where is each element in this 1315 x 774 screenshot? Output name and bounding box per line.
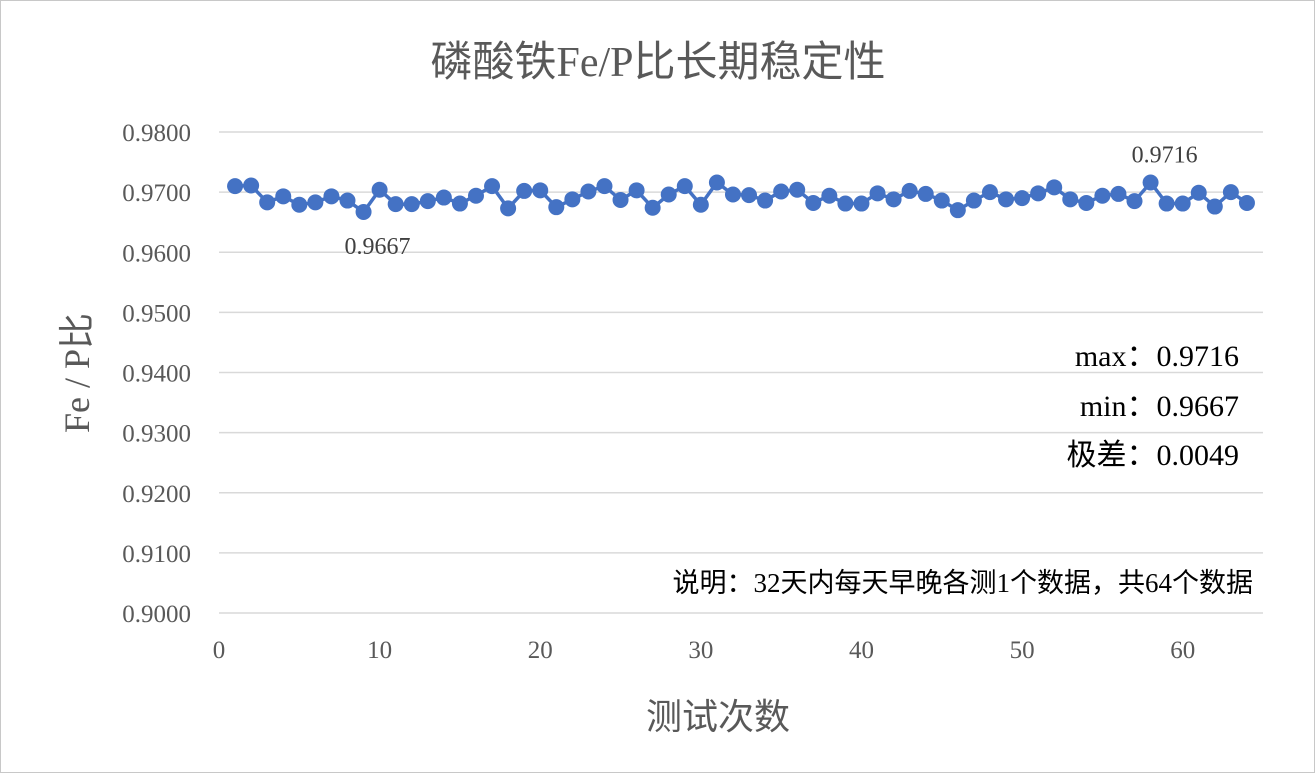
data-point <box>1046 179 1063 196</box>
data-point <box>500 200 517 217</box>
y-tick-labels: 0.9000 0.9100 0.9200 0.9300 0.9400 0.9500 0.96… <box>122 120 191 628</box>
data-point <box>1174 195 1191 212</box>
data-point <box>998 191 1015 208</box>
data-point <box>692 196 709 213</box>
annotation-range: 极差：0.0049 <box>1067 439 1240 472</box>
data-point <box>484 178 501 195</box>
x-axis-title: 测试次数 <box>646 697 790 737</box>
data-labels: 0.9667 0.9716 <box>345 143 1198 260</box>
data-point <box>1110 185 1127 202</box>
data-point <box>869 185 886 202</box>
data-point <box>371 181 388 198</box>
data-point <box>1158 195 1175 212</box>
data-point <box>451 195 468 212</box>
data-point <box>612 191 629 208</box>
data-point <box>837 195 854 212</box>
data-point <box>1126 193 1143 210</box>
data-point <box>757 192 774 209</box>
data-label: 0.9716 <box>1132 143 1198 169</box>
data-point <box>676 178 693 195</box>
data-point <box>1030 185 1047 202</box>
x-tick-label: 0 <box>213 637 226 664</box>
y-tick-label: 0.9100 <box>122 541 191 568</box>
data-point <box>949 202 966 219</box>
y-tick-label: 0.9000 <box>122 601 191 628</box>
data-point <box>532 182 549 199</box>
data-point <box>307 194 324 211</box>
data-point <box>773 183 790 200</box>
data-point <box>1222 184 1239 201</box>
data-label: 0.9667 <box>345 234 411 260</box>
series-line <box>235 179 1248 215</box>
data-point <box>596 178 613 195</box>
data-point <box>419 193 436 210</box>
annotation-note: 说明：32天内每天早晚各测1个数据，共64个数据 <box>673 568 1254 598</box>
data-point <box>644 199 661 216</box>
data-point <box>1062 191 1079 208</box>
data-point <box>339 192 356 209</box>
y-tick-label: 0.9700 <box>122 180 191 207</box>
data-point <box>1014 190 1031 207</box>
y-tick-label: 0.9400 <box>122 361 191 388</box>
data-point <box>355 203 372 220</box>
data-point <box>580 183 597 200</box>
data-point <box>901 182 918 199</box>
x-tick-labels: 0 10 20 30 40 50 60 <box>213 637 1195 664</box>
y-tick-label: 0.9800 <box>122 120 191 147</box>
data-point <box>853 195 870 212</box>
data-point <box>1142 174 1159 191</box>
chart-title: 磷酸铁Fe/P比长期稳定性 <box>430 39 885 86</box>
data-point <box>628 182 645 199</box>
annotation-min: min：0.9667 <box>1080 390 1239 423</box>
x-tick-label: 30 <box>688 637 713 664</box>
data-point <box>323 188 340 205</box>
data-point <box>435 189 452 206</box>
data-point <box>724 186 741 203</box>
data-point <box>516 182 533 199</box>
data-point <box>403 196 420 213</box>
y-tick-label: 0.9200 <box>122 481 191 508</box>
x-tick-label: 60 <box>1170 637 1195 664</box>
data-point <box>275 188 292 205</box>
data-point <box>1094 187 1111 204</box>
data-point <box>933 192 950 209</box>
annotation-max: max：0.9716 <box>1075 340 1239 373</box>
data-point <box>821 187 838 204</box>
data-point <box>981 184 998 201</box>
series-points <box>227 174 1255 220</box>
x-tick-label: 50 <box>1010 637 1035 664</box>
data-point <box>243 177 260 194</box>
data-point <box>227 178 244 195</box>
data-point <box>1206 198 1223 215</box>
data-point <box>291 196 308 213</box>
data-point <box>387 196 404 213</box>
data-point <box>805 194 822 211</box>
y-tick-label: 0.9500 <box>122 300 191 327</box>
data-point <box>789 181 806 198</box>
data-point <box>708 174 725 191</box>
data-point <box>660 186 677 203</box>
data-point <box>1238 194 1255 211</box>
data-point <box>1078 194 1095 211</box>
data-point <box>259 194 276 211</box>
x-tick-label: 40 <box>849 637 874 664</box>
x-tick-label: 20 <box>528 637 553 664</box>
y-axis-title: Fe / P比 <box>57 313 97 433</box>
data-point <box>917 185 934 202</box>
gridlines <box>219 131 1263 614</box>
data-point <box>564 191 581 208</box>
data-point <box>885 191 902 208</box>
data-point <box>1190 184 1207 201</box>
y-tick-label: 0.9300 <box>122 421 191 448</box>
data-point <box>741 187 758 204</box>
data-point <box>965 192 982 209</box>
y-tick-label: 0.9600 <box>122 240 191 267</box>
data-point <box>548 199 565 216</box>
x-tick-label: 10 <box>367 637 392 664</box>
data-point <box>467 187 484 204</box>
